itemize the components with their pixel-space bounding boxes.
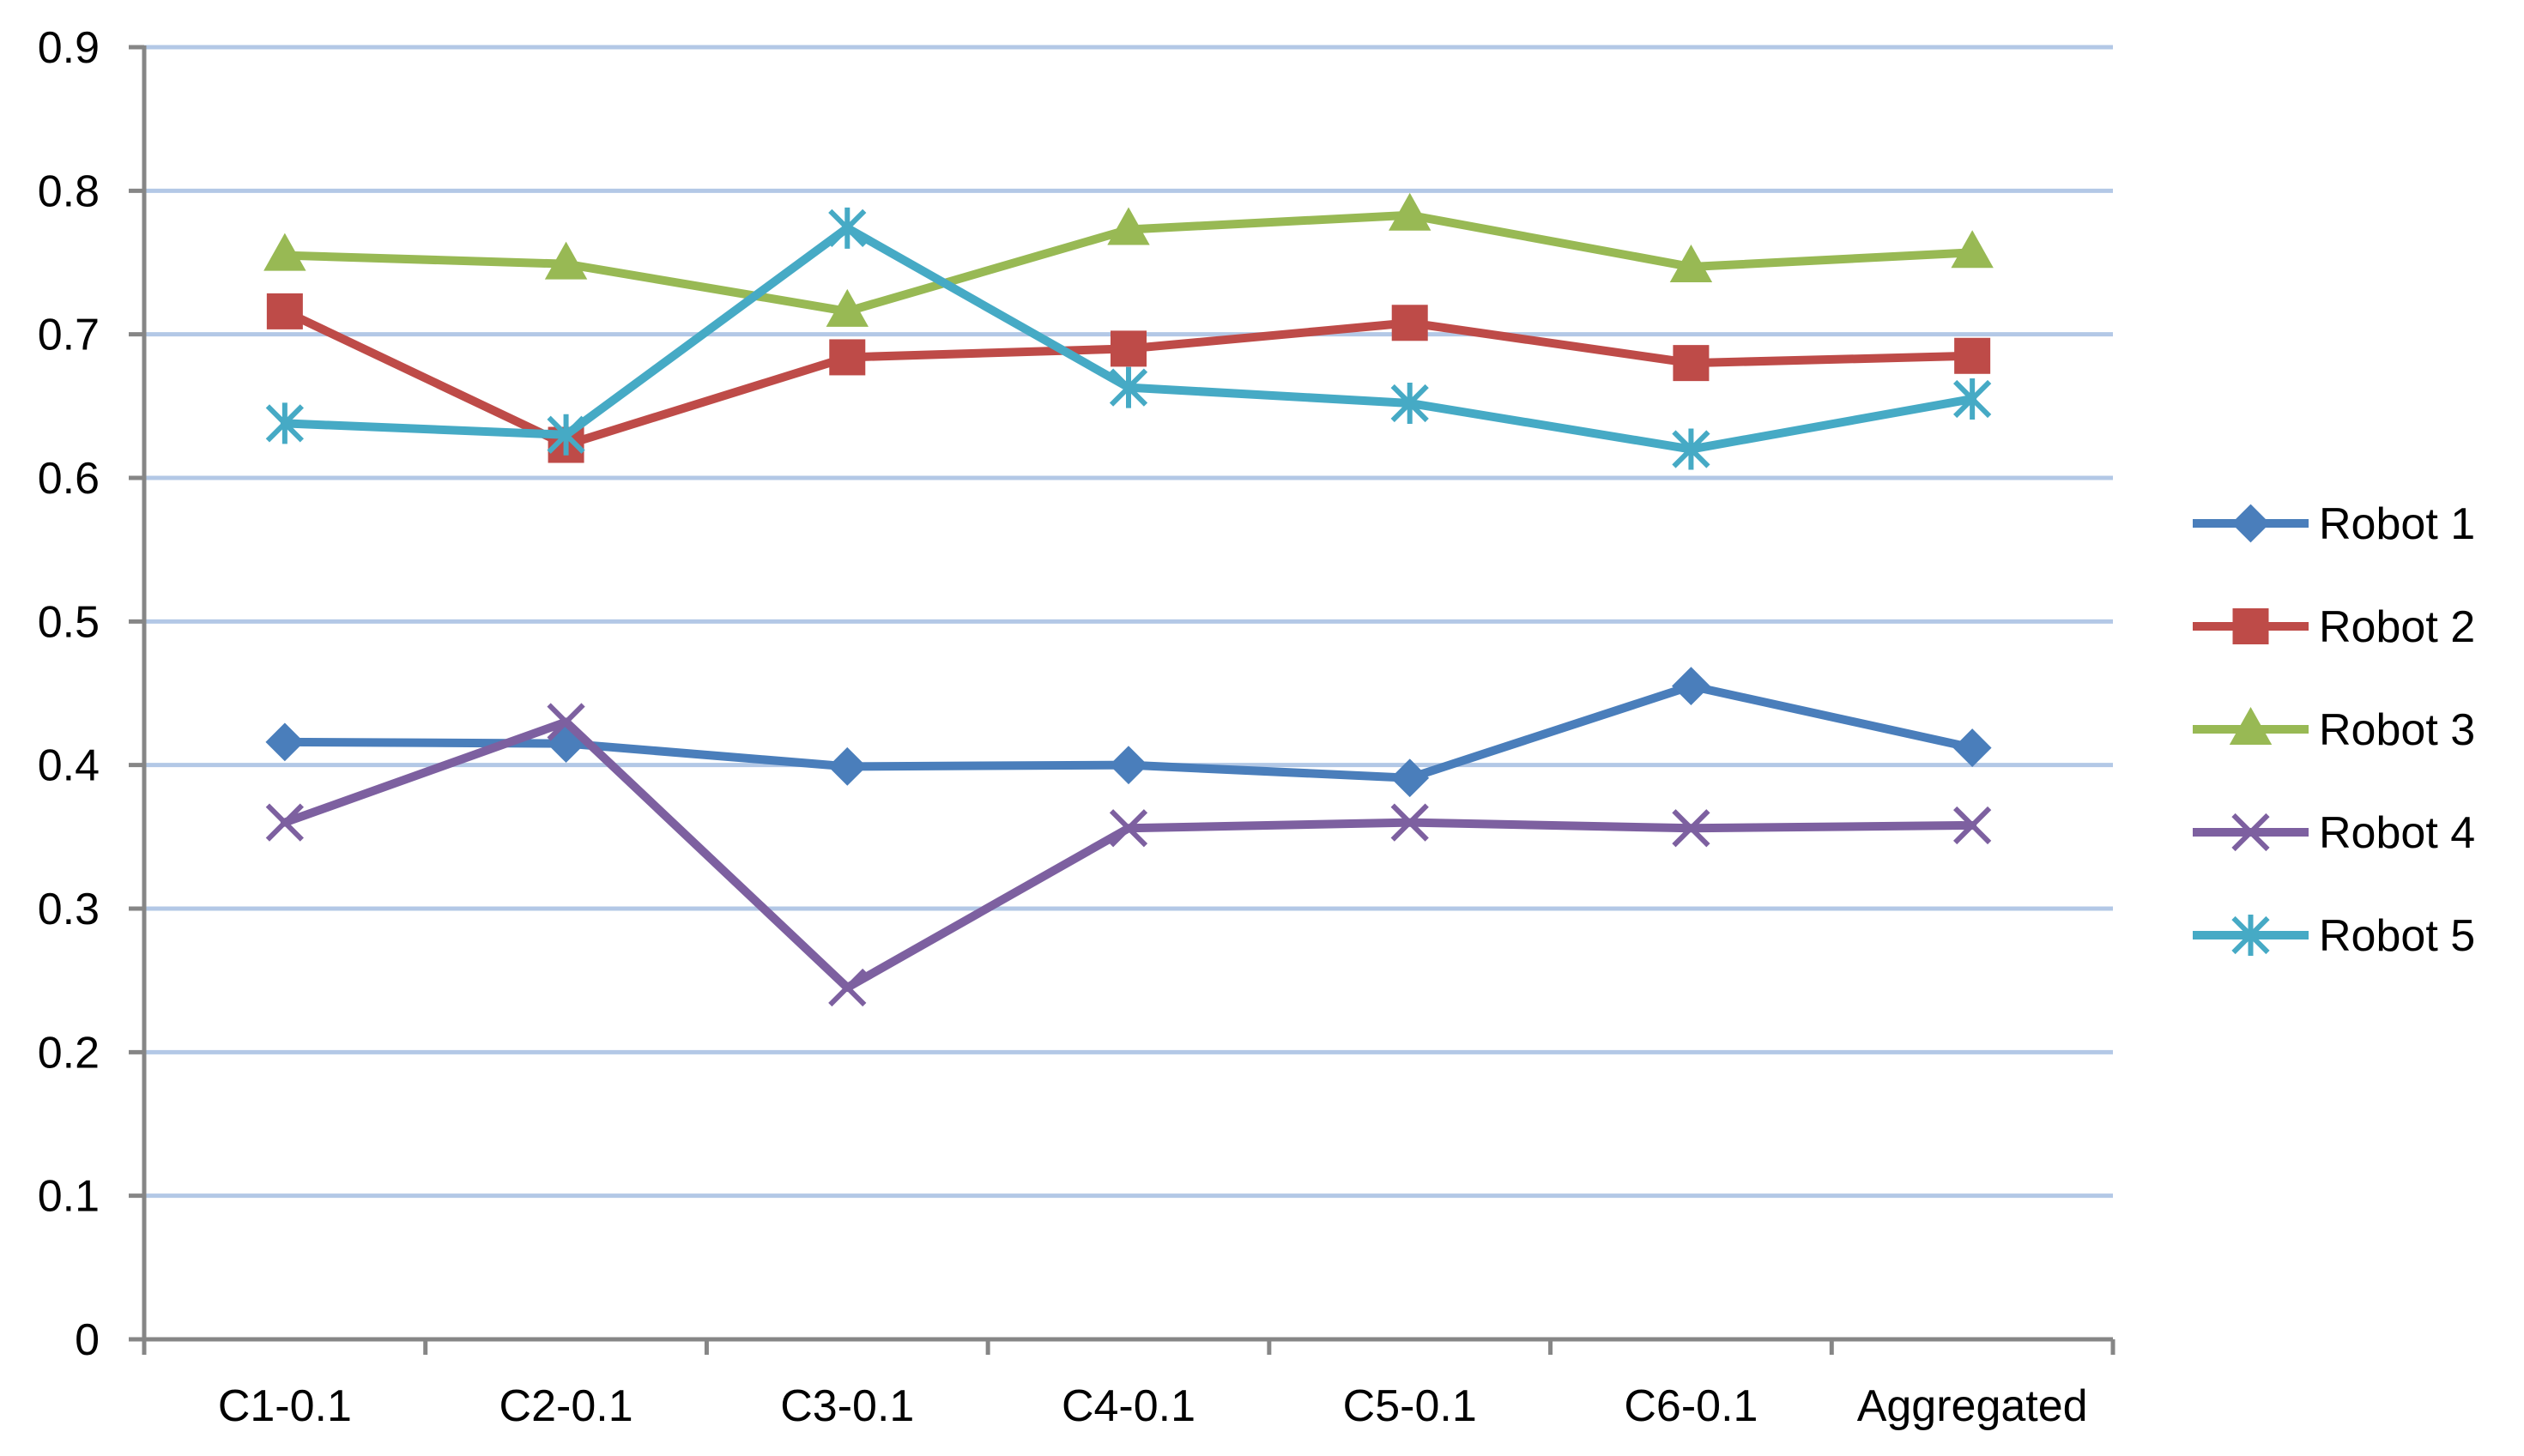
data-point-asterisk [1672,428,1710,470]
x-tick-label: C2-0.1 [499,1381,633,1431]
series-robot-2 [266,293,1991,463]
y-tick-label: 0.7 [38,311,100,360]
x-tick-label: C6-0.1 [1624,1381,1758,1431]
legend-label: Robot 4 [2319,808,2475,858]
data-point-x [1390,803,1429,842]
data-point-diamond [1390,758,1430,798]
x-tick-label: C1-0.1 [218,1381,352,1431]
legend-marker-diamond [2231,504,2270,543]
data-point-x [1953,806,1992,845]
series-layer [263,192,1994,1007]
data-point-triangle [1107,207,1150,245]
data-point-asterisk [1109,366,1148,408]
data-point-square [1954,337,1991,374]
data-point-x [547,703,585,741]
x-tick-label: C4-0.1 [1062,1381,1195,1431]
y-tick-label: 0.3 [38,885,100,934]
data-point-x [1109,809,1148,848]
data-point-asterisk [265,402,304,444]
data-point-x [828,968,867,1007]
y-tick-label: 0.2 [38,1028,100,1078]
legend-item: Robot 3 [2193,705,2475,755]
axes [129,45,2115,1355]
data-point-triangle [263,233,306,271]
data-point-triangle [1951,230,1994,269]
series-robot-4 [265,703,1992,1007]
legend-item: Robot 1 [2193,499,2475,549]
x-tick-label: Aggregated [1857,1381,2088,1431]
data-point-diamond [1952,728,1992,768]
series-robot-5 [265,207,1992,470]
legend-label: Robot 3 [2319,705,2475,755]
legend-label: Robot 5 [2319,911,2475,961]
data-point-asterisk [547,414,585,456]
gridlines [144,45,2113,1199]
data-point-triangle [826,288,869,327]
y-tick-label: 0.6 [38,454,100,504]
legend-marker-asterisk [2231,915,2270,956]
data-point-asterisk [1953,378,1992,420]
y-tick-label: 0.1 [38,1172,100,1222]
data-point-square [829,339,866,376]
y-tick-label: 0.5 [38,597,100,647]
legend-label: Robot 1 [2319,499,2475,549]
x-tick-label: C5-0.1 [1343,1381,1477,1431]
data-point-diamond [1109,746,1148,785]
legend-marker-triangle [2229,706,2273,745]
data-point-diamond [1672,667,1710,706]
legend-item: Robot 5 [2193,911,2475,961]
y-tick-label: 0 [75,1315,100,1365]
data-point-square [1673,345,1710,382]
data-point-x [265,803,304,842]
data-point-square [266,293,303,329]
data-point-square [1391,305,1428,341]
tick-labels: 0 0.1 0.2 0.3 0.4 0.5 0.6 0.7 0.8 0.9 C1-0.1 C2-0.1… [38,23,2088,1431]
legend: Robot 1 Robot 2 Robot 3 Robot 4 Robot 5 [2193,499,2475,961]
data-point-diamond [265,722,305,762]
legend-label: Robot 2 [2319,602,2475,652]
data-point-asterisk [1390,382,1429,424]
data-point-asterisk [828,207,867,249]
series-robot-3 [263,192,1994,327]
data-point-diamond [827,746,867,786]
y-tick-label: 0.9 [38,23,100,73]
data-point-triangle [1669,244,1713,283]
legend-marker-x [2231,813,2270,852]
data-point-triangle [544,241,588,280]
data-point-triangle [1389,192,1431,231]
y-tick-label: 0.8 [38,166,100,216]
data-point-square [1111,330,1147,367]
legend-marker-square [2232,608,2269,644]
data-point-x [1672,809,1710,848]
y-tick-label: 0.4 [38,741,100,791]
legend-item: Robot 2 [2193,602,2475,652]
legend-item: Robot 4 [2193,808,2475,858]
x-tick-label: C3-0.1 [780,1381,914,1431]
